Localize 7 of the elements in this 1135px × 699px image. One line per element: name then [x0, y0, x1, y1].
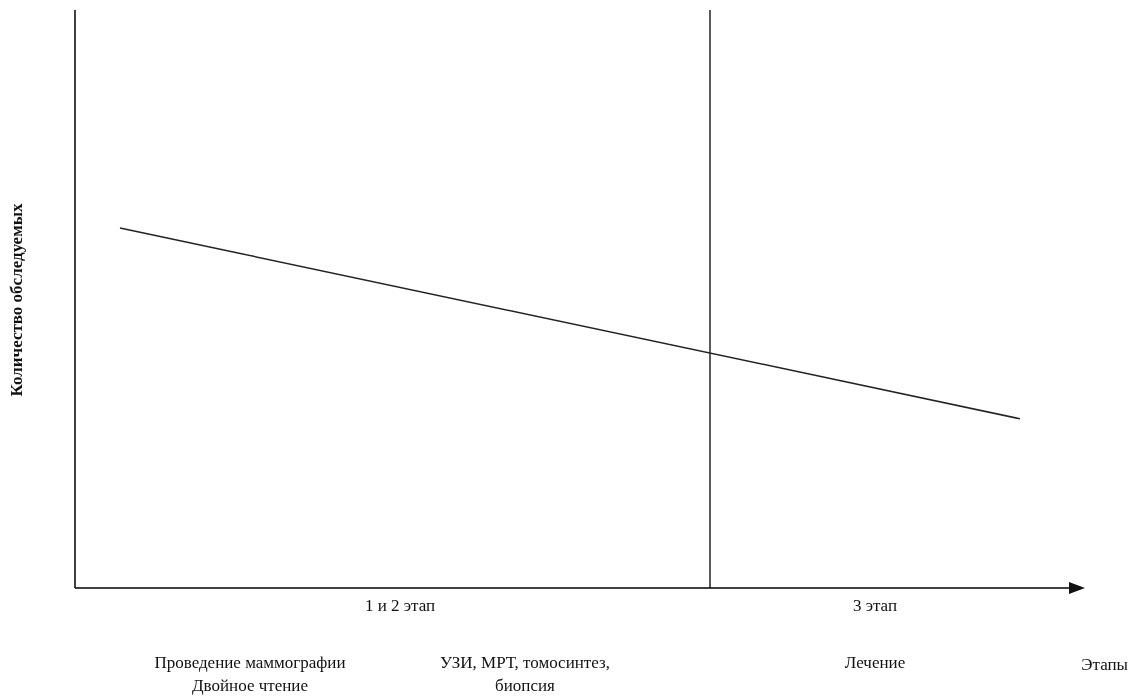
text: УЗИ, МРТ, томосинтез, биопсия	[439, 653, 611, 695]
text: Проведение маммографии Двойное чтение	[154, 653, 346, 695]
text: 3 этап	[852, 596, 898, 615]
y-axis-title: Количество обследуемых	[7, 203, 26, 397]
x-axis-title: Этапы	[1081, 655, 1129, 674]
text: Лечение	[844, 653, 906, 672]
text: 1 и 2 этап	[364, 596, 436, 615]
